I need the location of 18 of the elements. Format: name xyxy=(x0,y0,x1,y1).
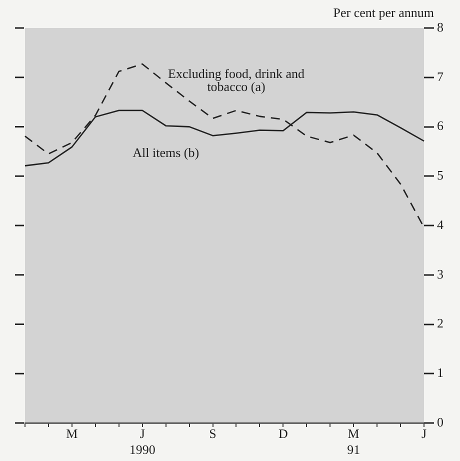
y-tick-label: 3 xyxy=(437,266,444,282)
x-tick-label: M 91 xyxy=(347,426,360,457)
x-tick-label: J 1990 xyxy=(129,426,156,457)
series-label: Excluding food, drink and tobacco (a) xyxy=(168,66,305,94)
series-label: All items (b) xyxy=(132,145,200,160)
x-tick-label: D xyxy=(278,426,288,442)
x-tick-label: J xyxy=(421,426,427,442)
x-tick-label: S xyxy=(209,426,216,442)
x-tick-label: M xyxy=(66,426,78,442)
y-tick-label: 1 xyxy=(437,365,444,380)
y-tick-label: 5 xyxy=(437,168,444,183)
y-tick-label: 2 xyxy=(437,316,444,331)
y-tick-label: 0 xyxy=(437,414,444,430)
y-tick-label: 4 xyxy=(437,216,444,232)
y-axis-title: Per cent per annum xyxy=(333,4,434,20)
y-tick-label: 8 xyxy=(437,19,444,34)
y-tick-label: 6 xyxy=(437,118,444,134)
y-tick-label: 7 xyxy=(437,68,444,84)
